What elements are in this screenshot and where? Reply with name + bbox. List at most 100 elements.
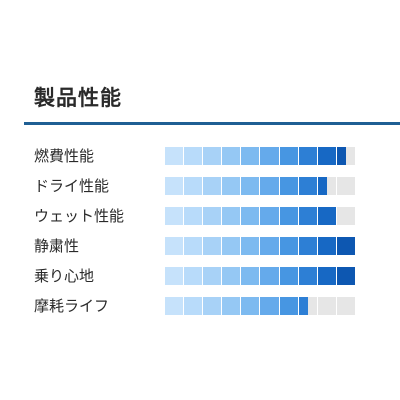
title-underline	[24, 122, 400, 125]
rating-segment	[336, 267, 355, 285]
rating-segment-fill	[260, 267, 279, 285]
rating-segment-fill	[165, 297, 184, 315]
rating-segment	[165, 207, 184, 225]
rating-segment-fill	[184, 237, 203, 255]
rating-segment-fill	[336, 267, 355, 285]
rating-segment-fill	[317, 147, 336, 165]
rating-segment-fill	[298, 207, 317, 225]
rating-segment	[279, 177, 298, 195]
rating-segment	[241, 267, 260, 285]
rating-segment	[222, 267, 241, 285]
rating-row-wet-performance: ウェット性能	[34, 205, 364, 235]
rating-segment-fill	[203, 207, 222, 225]
rating-segment-fill	[279, 207, 298, 225]
rating-segment	[317, 267, 336, 285]
rating-bar	[165, 237, 355, 255]
rating-segment-fill	[184, 147, 203, 165]
rating-segment-fill	[279, 297, 298, 315]
rating-segment	[317, 147, 336, 165]
rating-segment-fill	[222, 267, 241, 285]
rating-segment	[260, 207, 279, 225]
rating-bar	[165, 297, 355, 315]
rating-segment	[165, 177, 184, 195]
rating-segment-fill	[203, 177, 222, 195]
rating-segment-fill	[298, 177, 317, 195]
rating-segment-fill	[165, 177, 184, 195]
rating-segment	[184, 207, 203, 225]
rating-segment-fill	[165, 267, 184, 285]
rating-segment-fill	[279, 237, 298, 255]
rating-segment-fill	[241, 267, 260, 285]
rating-row-quietness: 静粛性	[34, 235, 364, 265]
rating-segment-fill	[165, 237, 184, 255]
rating-segment	[279, 267, 298, 285]
rating-segment	[298, 237, 317, 255]
rating-segment-fill	[184, 177, 203, 195]
rating-segment	[317, 207, 336, 225]
rating-segment-fill	[260, 177, 279, 195]
rating-bar	[165, 207, 355, 225]
rating-segment-fill	[260, 237, 279, 255]
rating-label: 静粛性	[34, 237, 80, 255]
rating-segment-fill	[222, 297, 241, 315]
rating-segment-fill	[336, 237, 355, 255]
rating-segment	[184, 297, 203, 315]
rating-segment	[203, 147, 222, 165]
rating-segment-fill	[260, 297, 279, 315]
rating-segment-fill	[298, 237, 317, 255]
rating-segment-fill	[184, 267, 203, 285]
rating-segment	[203, 237, 222, 255]
rating-segment	[317, 297, 336, 315]
rating-segment	[222, 177, 241, 195]
rating-row-fuel-efficiency: 燃費性能	[34, 145, 364, 175]
rating-segment-fill	[279, 267, 298, 285]
rating-label: ウェット性能	[34, 207, 125, 225]
rating-segment-fill	[317, 177, 327, 195]
rating-row-dry-performance: ドライ性能	[34, 175, 364, 205]
rating-segment	[336, 237, 355, 255]
rating-segment	[241, 177, 260, 195]
rating-segment	[336, 297, 355, 315]
rating-segment	[260, 267, 279, 285]
rating-segment-fill	[298, 147, 317, 165]
rating-segment	[184, 147, 203, 165]
rating-label: 燃費性能	[34, 147, 95, 165]
rating-segment	[336, 177, 355, 195]
rating-segment-fill	[203, 147, 222, 165]
rating-segment	[260, 177, 279, 195]
rating-segment-fill	[317, 267, 336, 285]
rating-segment	[203, 267, 222, 285]
rating-segment	[203, 207, 222, 225]
rating-segment-fill	[165, 147, 184, 165]
rating-segment-fill	[241, 207, 260, 225]
rating-segment	[165, 267, 184, 285]
rating-segment	[279, 147, 298, 165]
rating-segment-fill	[203, 237, 222, 255]
rating-segment	[260, 297, 279, 315]
rating-segment	[165, 297, 184, 315]
rating-segment-fill	[279, 147, 298, 165]
rating-segment	[222, 207, 241, 225]
rating-segment	[260, 147, 279, 165]
rating-segment-fill	[222, 237, 241, 255]
rating-segment	[203, 297, 222, 315]
rating-segment	[222, 147, 241, 165]
rating-segment-fill	[222, 177, 241, 195]
rating-segment	[165, 147, 184, 165]
rating-bar	[165, 147, 355, 165]
rating-label: 摩耗ライフ	[34, 297, 110, 315]
rating-segment	[317, 237, 336, 255]
rating-segment-fill	[241, 297, 260, 315]
section-title: 製品性能	[34, 86, 122, 110]
rating-segment-fill	[317, 207, 336, 225]
rating-segment	[336, 147, 355, 165]
rating-label: ドライ性能	[34, 177, 110, 195]
rating-segment-fill	[184, 207, 203, 225]
rating-segment	[241, 237, 260, 255]
rating-segment	[279, 207, 298, 225]
rating-segment-fill	[222, 207, 241, 225]
rating-segment	[298, 177, 317, 195]
rating-segment-fill	[222, 147, 241, 165]
rating-segment-fill	[260, 207, 279, 225]
